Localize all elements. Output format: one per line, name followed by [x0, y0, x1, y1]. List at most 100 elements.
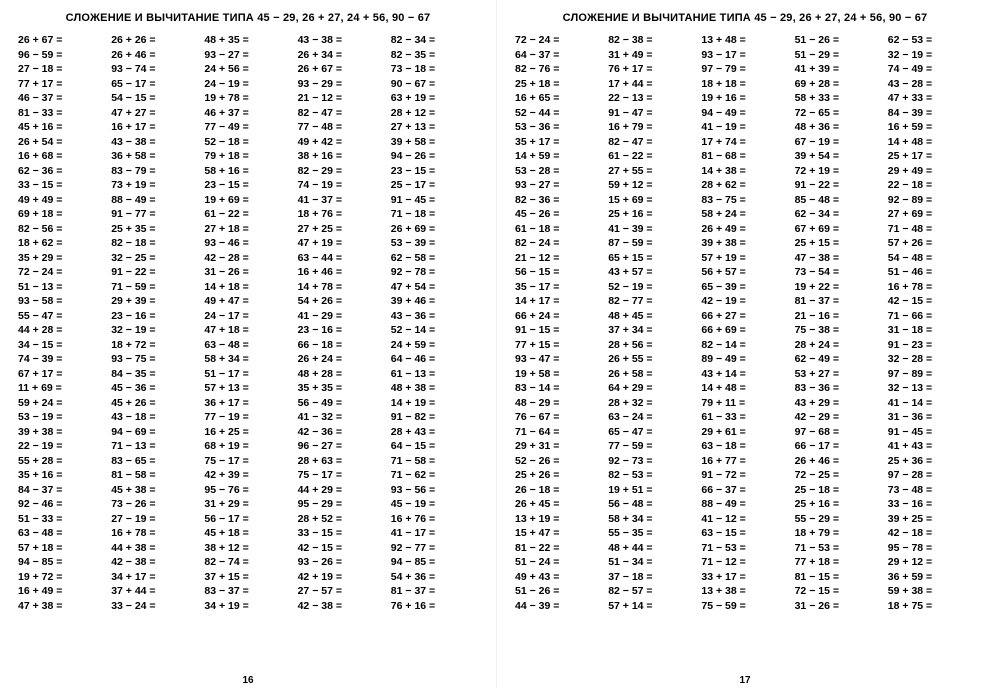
- equation-cell: 34 + 19 =: [204, 600, 291, 612]
- equation-cell: 69 + 28 =: [795, 78, 882, 90]
- equation-cell: 64 − 37 =: [515, 49, 602, 61]
- equation-cell: 25 + 17 =: [888, 150, 975, 162]
- equation-cell: 63 − 18 =: [701, 440, 788, 452]
- equation-cell: 81 − 22 =: [515, 542, 602, 554]
- equation-cell: 26 + 46 =: [795, 455, 882, 467]
- equation-cell: 45 − 19 =: [391, 498, 478, 510]
- equation-cell: 92 − 89 =: [888, 194, 975, 206]
- equation-cell: 22 − 13 =: [608, 92, 695, 104]
- equation-cell: 42 − 18 =: [888, 527, 975, 539]
- equation-cell: 48 − 29 =: [515, 397, 602, 409]
- equation-cell: 82 − 76 =: [515, 63, 602, 75]
- equation-cell: 95 − 29 =: [298, 498, 385, 510]
- equation-cell: 39 + 38 =: [701, 237, 788, 249]
- equation-cell: 82 − 57 =: [608, 585, 695, 597]
- equation-cell: 91 − 77 =: [111, 208, 198, 220]
- equation-cell: 29 + 49 =: [888, 165, 975, 177]
- equation-cell: 37 + 15 =: [204, 571, 291, 583]
- equation-cell: 59 + 38 =: [888, 585, 975, 597]
- equation-cell: 26 − 18 =: [515, 484, 602, 496]
- equation-cell: 72 − 65 =: [795, 107, 882, 119]
- equation-cell: 87 − 59 =: [608, 237, 695, 249]
- equation-cell: 18 + 79 =: [795, 527, 882, 539]
- equation-cell: 82 − 24 =: [515, 237, 602, 249]
- equation-cell: 45 + 38 =: [111, 484, 198, 496]
- equation-cell: 46 + 37 =: [204, 107, 291, 119]
- equation-cell: 76 − 67 =: [515, 411, 602, 423]
- equation-cell: 23 − 16 =: [111, 310, 198, 322]
- equation-cell: 24 − 19 =: [204, 78, 291, 90]
- equation-cell: 47 − 38 =: [795, 252, 882, 264]
- equation-cell: 16 + 78 =: [111, 527, 198, 539]
- equation-cell: 82 − 35 =: [391, 49, 478, 61]
- equation-cell: 26 + 34 =: [298, 49, 385, 61]
- equation-cell: 76 + 17 =: [608, 63, 695, 75]
- equation-cell: 51 − 33 =: [18, 513, 105, 525]
- equation-cell: 19 + 78 =: [204, 92, 291, 104]
- equation-cell: 16 + 68 =: [18, 150, 105, 162]
- equation-cell: 29 + 31 =: [515, 440, 602, 452]
- equation-cell: 62 − 53 =: [888, 34, 975, 46]
- equation-cell: 56 + 57 =: [701, 266, 788, 278]
- equation-cell: 49 + 49 =: [18, 194, 105, 206]
- equation-cell: 97 − 68 =: [795, 426, 882, 438]
- equation-cell: 41 − 12 =: [701, 513, 788, 525]
- equation-cell: 71 − 59 =: [111, 281, 198, 293]
- equation-cell: 25 + 16 =: [608, 208, 695, 220]
- equation-cell: 41 − 37 =: [298, 194, 385, 206]
- equation-cell: 91 − 47 =: [608, 107, 695, 119]
- equation-cell: 47 + 18 =: [204, 324, 291, 336]
- equation-cell: 52 − 19 =: [608, 281, 695, 293]
- page-title-right: СЛОЖЕНИЕ И ВЫЧИТАНИЕ ТИПА 45 − 29, 26 + …: [515, 12, 975, 24]
- equation-cell: 35 − 17 =: [515, 281, 602, 293]
- equation-cell: 11 + 69 =: [18, 382, 105, 394]
- equation-cell: 18 + 76 =: [298, 208, 385, 220]
- equation-cell: 13 + 38 =: [701, 585, 788, 597]
- equation-cell: 64 − 46 =: [391, 353, 478, 365]
- equation-cell: 68 + 19 =: [204, 440, 291, 452]
- equation-cell: 27 − 57 =: [298, 585, 385, 597]
- equation-cell: 82 − 18 =: [111, 237, 198, 249]
- equation-cell: 15 + 47 =: [515, 527, 602, 539]
- equation-cell: 18 + 75 =: [888, 600, 975, 612]
- equation-cell: 41 − 14 =: [888, 397, 975, 409]
- equation-cell: 47 + 54 =: [391, 281, 478, 293]
- equation-cell: 81 − 68 =: [701, 150, 788, 162]
- equation-cell: 56 − 17 =: [204, 513, 291, 525]
- equation-cell: 28 + 63 =: [298, 455, 385, 467]
- equation-cell: 63 − 44 =: [298, 252, 385, 264]
- equation-cell: 19 + 72 =: [18, 571, 105, 583]
- equation-cell: 88 − 49 =: [111, 194, 198, 206]
- equation-cell: 82 − 77 =: [608, 295, 695, 307]
- equation-cell: 84 − 37 =: [18, 484, 105, 496]
- equation-cell: 14 + 19 =: [391, 397, 478, 409]
- equation-cell: 56 − 15 =: [515, 266, 602, 278]
- equation-cell: 82 − 74 =: [204, 556, 291, 568]
- equation-cell: 45 + 16 =: [18, 121, 105, 133]
- equation-cell: 66 − 37 =: [701, 484, 788, 496]
- equation-cell: 53 − 19 =: [18, 411, 105, 423]
- equation-cell: 63 − 48 =: [204, 339, 291, 351]
- equation-cell: 14 + 17 =: [515, 295, 602, 307]
- equation-cell: 14 + 18 =: [204, 281, 291, 293]
- equation-cell: 57 + 26 =: [888, 237, 975, 249]
- equation-cell: 65 − 39 =: [701, 281, 788, 293]
- equation-cell: 26 + 58 =: [608, 368, 695, 380]
- equation-cell: 48 + 36 =: [795, 121, 882, 133]
- equation-cell: 39 + 38 =: [18, 426, 105, 438]
- equation-cell: 41 − 32 =: [298, 411, 385, 423]
- equation-cell: 18 + 62 =: [18, 237, 105, 249]
- equation-cell: 14 + 59 =: [515, 150, 602, 162]
- equation-cell: 52 − 26 =: [515, 455, 602, 467]
- equation-cell: 43 − 38 =: [111, 136, 198, 148]
- equation-cell: 71 − 53 =: [701, 542, 788, 554]
- equation-cell: 82 − 56 =: [18, 223, 105, 235]
- equation-cell: 48 + 28 =: [298, 368, 385, 380]
- equation-cell: 57 + 19 =: [701, 252, 788, 264]
- equation-cell: 82 − 38 =: [608, 34, 695, 46]
- equation-cell: 79 + 18 =: [204, 150, 291, 162]
- equation-cell: 51 − 26 =: [795, 34, 882, 46]
- equation-cell: 43 + 14 =: [701, 368, 788, 380]
- equation-cell: 25 + 15 =: [795, 237, 882, 249]
- equation-cell: 42 − 28 =: [204, 252, 291, 264]
